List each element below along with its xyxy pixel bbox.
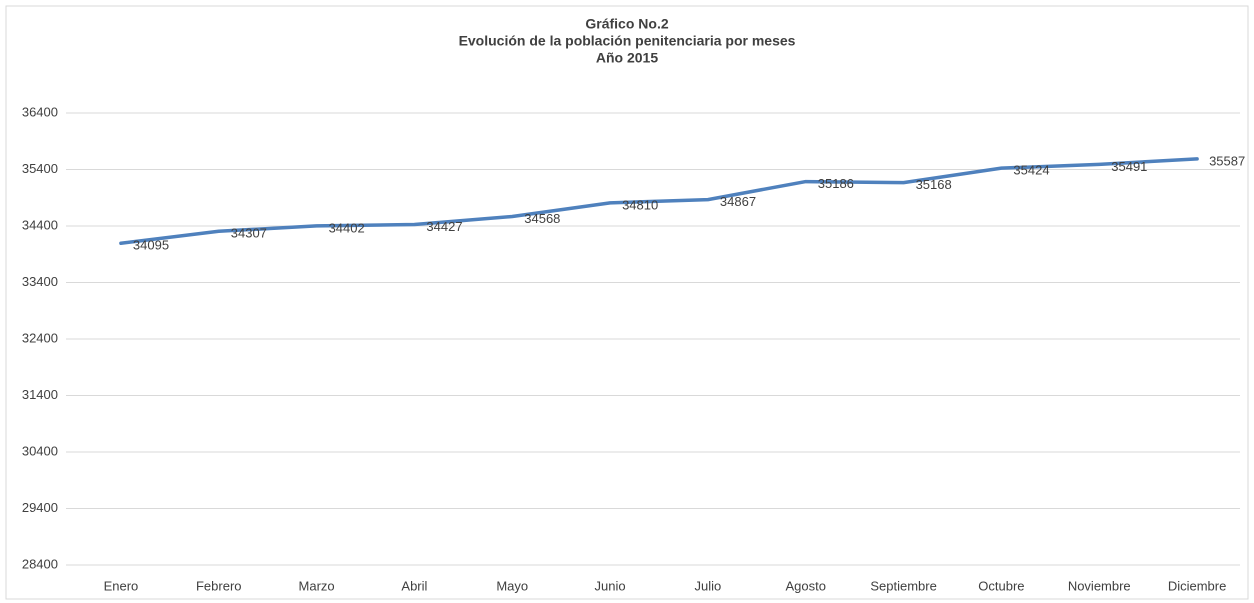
y-tick-label: 29400	[22, 500, 58, 515]
chart-title: Evolución de la población penitenciaria …	[459, 33, 796, 49]
x-tick-label: Junio	[595, 578, 626, 593]
y-tick-label: 28400	[22, 556, 58, 571]
data-label: 35587	[1209, 153, 1245, 168]
x-tick-label: Septiembre	[870, 578, 936, 593]
y-tick-label: 34400	[22, 217, 58, 232]
data-label: 34095	[133, 238, 169, 253]
data-label: 35424	[1013, 163, 1049, 178]
chart-border	[5, 5, 1249, 600]
x-tick-label: Agosto	[786, 578, 826, 593]
data-label: 34402	[329, 220, 365, 235]
x-tick-label: Mayo	[496, 578, 528, 593]
y-tick-label: 33400	[22, 274, 58, 289]
x-tick-label: Abril	[401, 578, 427, 593]
data-label: 34810	[622, 197, 658, 212]
x-tick-label: Febrero	[196, 578, 242, 593]
chart-title: Año 2015	[596, 50, 658, 66]
x-tick-label: Noviembre	[1068, 578, 1131, 593]
data-label: 34427	[426, 219, 462, 234]
data-label: 34307	[231, 226, 267, 241]
x-tick-label: Enero	[104, 578, 139, 593]
y-tick-label: 30400	[22, 443, 58, 458]
data-label: 35491	[1111, 159, 1147, 174]
series-line	[119, 157, 1199, 245]
y-tick-label: 36400	[22, 104, 58, 119]
y-tick-label: 35400	[22, 161, 58, 176]
x-tick-label: Julio	[695, 578, 722, 593]
x-tick-label: Diciembre	[1168, 578, 1227, 593]
data-label: 35186	[818, 176, 854, 191]
y-tick-label: 32400	[22, 330, 58, 345]
data-label: 35168	[916, 177, 952, 192]
x-tick-label: Octubre	[978, 578, 1024, 593]
data-label: 34568	[524, 211, 560, 226]
y-tick-label: 31400	[22, 387, 58, 402]
x-tick-label: Marzo	[299, 578, 335, 593]
data-label: 34867	[720, 194, 756, 209]
chart-title: Gráfico No.2	[585, 16, 668, 32]
